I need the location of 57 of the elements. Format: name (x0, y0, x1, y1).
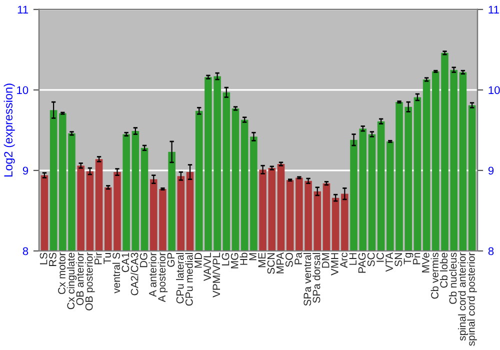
y2-tick-label: 11 (488, 6, 499, 14)
x-tick-label: SN (394, 253, 402, 266)
x-tick-label: LG (222, 253, 230, 266)
x-tick-label: VA/VL (203, 252, 212, 282)
x-tick-label: spinal cord posterior (467, 252, 477, 346)
x-tick-label: ventral S (112, 252, 120, 294)
x-tick-label: SO (286, 252, 293, 267)
x-tick-label: Pir (94, 252, 102, 264)
x-tick-label: Arc (340, 252, 348, 268)
x-tick-label: Cx motor (58, 252, 66, 294)
x-tick-label: spinal cord anterior (458, 252, 468, 341)
x-tick-label: Cb vermis (430, 252, 438, 299)
x-tick-label: RS (48, 252, 56, 266)
x-tick-label: Pa (294, 252, 302, 264)
x-tick-label: Cb lobe (440, 252, 448, 288)
x-tick-label: ME (258, 252, 266, 268)
x-tick-label: GP (167, 252, 175, 267)
x-tick-label: VMH (331, 253, 338, 276)
y-tick-label: 8 (22, 247, 28, 256)
x-tick-label: VPM/VPL (212, 252, 220, 298)
x-tick-label: CPu medial (185, 253, 193, 306)
x-tick-label: Tg (404, 253, 414, 264)
y2-tick-label: 8 (488, 247, 494, 256)
x-tick-label: OB anterior (76, 252, 84, 306)
x-tick-label: OB posterior (85, 252, 95, 310)
y2-tick-label: 9 (488, 166, 494, 175)
x-tick-label: VTA (386, 252, 393, 272)
x-tick-label: Hb (240, 252, 248, 265)
x-tick-label: SPa ventral (303, 253, 312, 306)
y-axis-title: Log2 (expression) (4, 84, 15, 176)
x-tick-label: M (249, 253, 256, 260)
x-tick-label: SC (367, 252, 375, 266)
x-tick-label: PAG (358, 253, 366, 273)
x-tick-label: Pn (412, 253, 420, 264)
x-tick-label: MPA (276, 252, 284, 274)
x-tick-label: MVe (422, 252, 430, 272)
x-tick-label: SPa dorsal (312, 253, 320, 303)
x-tick-label: A posterior (158, 252, 168, 302)
x-tick-label: CA1 (122, 252, 130, 272)
x-tick-label: MD (194, 252, 202, 268)
x-tick-label: Cx cingulate (66, 252, 77, 310)
x-tick-label: Cb nucleus (448, 252, 457, 304)
y-tick-label: 10 (17, 86, 28, 94)
x-tick-label: CA2/CA3 (130, 252, 138, 296)
x-tick-label: SCN (267, 253, 275, 274)
x-tick-label: LH (349, 253, 356, 265)
x-tick-label: MG (230, 253, 238, 268)
x-tick-label: LS (40, 252, 48, 264)
x-tick-label: CPu lateral (176, 253, 184, 304)
x-tick-label: Tu (104, 253, 111, 264)
x-tick-label: IC (376, 252, 384, 262)
y2-tick-label: 10 (488, 86, 500, 94)
y-tick-label: 9 (22, 166, 28, 175)
y-tick-label: 11 (18, 6, 28, 14)
x-tick-label: DM (322, 253, 330, 268)
x-tick-label: DG (140, 253, 148, 268)
x-tick-label: A anterior (148, 252, 156, 297)
